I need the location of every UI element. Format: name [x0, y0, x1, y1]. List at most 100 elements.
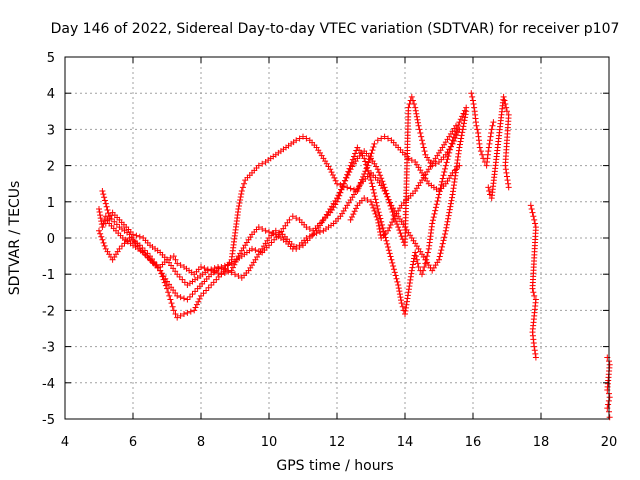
data-point-interp: [415, 119, 422, 126]
data-point-interp: [328, 222, 335, 229]
data-point-interp: [100, 239, 107, 246]
data-point: [96, 206, 102, 213]
data-point-interp: [436, 253, 443, 260]
data-point-interp: [437, 250, 444, 257]
data-point: [368, 177, 374, 184]
data-point: [488, 126, 495, 133]
data-point-interp: [380, 181, 387, 188]
data-point-interp: [149, 259, 156, 266]
x-tick-label: 10: [261, 435, 278, 450]
data-point-interp: [177, 312, 184, 319]
data-point-interp: [387, 202, 394, 209]
data-point-interp: [372, 196, 379, 203]
data-point-interp: [237, 193, 244, 200]
data-point-interp: [358, 197, 365, 204]
data-point-interp: [387, 221, 394, 228]
data-point-interp: [280, 146, 287, 153]
data-point-interp: [246, 172, 253, 179]
data-point: [381, 133, 388, 140]
data-point-interp: [420, 267, 427, 274]
data-point-interp: [485, 144, 492, 151]
data-point: [490, 119, 497, 126]
data-point: [344, 184, 351, 191]
data-point-interp: [332, 197, 339, 204]
data-point-interp: [504, 177, 511, 184]
data-point-interp: [369, 147, 376, 154]
data-point-interp: [259, 160, 266, 167]
data-point-interp: [371, 193, 378, 200]
data-point: [398, 300, 405, 307]
data-point-interp: [530, 339, 537, 346]
data-point: [170, 307, 177, 314]
data-point-interp: [325, 208, 332, 215]
data-point-interp: [441, 234, 448, 241]
data-point: [262, 227, 269, 234]
data-point-interp: [311, 230, 318, 237]
data-point-interp: [177, 262, 184, 269]
data-point: [442, 162, 449, 169]
data-point-interp: [424, 249, 431, 256]
data-point-interp: [436, 188, 443, 195]
data-point-interp: [384, 193, 391, 200]
data-point-interp: [391, 269, 398, 276]
data-point-interp: [419, 140, 426, 147]
y-tick-label: 5: [47, 51, 55, 66]
data-point-interp: [417, 167, 424, 174]
data-point-interp: [188, 269, 195, 276]
data-point-interp: [290, 243, 297, 250]
data-point-interp: [201, 265, 208, 272]
data-point-interp: [443, 221, 450, 228]
data-point-interp: [344, 172, 351, 179]
data-point-interp: [325, 163, 332, 170]
data-point: [395, 224, 402, 231]
data-point-interp: [432, 204, 439, 211]
data-point-interp: [383, 190, 390, 197]
data-point: [340, 180, 347, 187]
data-point: [300, 133, 306, 140]
data-point-interp: [342, 177, 349, 184]
data-point: [174, 260, 181, 267]
data-point-interp: [410, 258, 417, 265]
data-point-interp: [372, 174, 379, 181]
data-point-interp: [382, 230, 389, 237]
y-tick-label: -4: [42, 377, 55, 392]
y-tick-label: -3: [42, 341, 55, 356]
data-point-interp: [208, 266, 215, 273]
data-point-interp: [356, 183, 363, 190]
data-point-interp: [408, 157, 415, 164]
data-point-interp: [120, 221, 127, 228]
data-point-interp: [139, 248, 146, 255]
data-point-interp: [141, 251, 148, 258]
data-point: [167, 296, 174, 303]
data-point-interp: [172, 311, 179, 318]
data-point-interp: [434, 259, 441, 266]
data-point-interp: [111, 218, 118, 225]
data-point-interp: [460, 110, 467, 117]
data-point-interp: [486, 187, 493, 194]
data-point-interp: [390, 263, 397, 270]
data-point-interp: [447, 203, 454, 210]
data-point-interp: [437, 147, 444, 154]
data-point-interp: [266, 228, 272, 235]
data-point-interp: [387, 253, 394, 260]
data-point-interp: [328, 169, 335, 176]
data-point-interp: [377, 215, 384, 222]
data-point-interp: [390, 266, 397, 273]
x-tick-label: 4: [61, 435, 69, 450]
data-point-interp: [389, 259, 396, 266]
data-point-interp: [452, 135, 459, 142]
data-point-interp: [435, 194, 442, 201]
data-point-interp: [472, 119, 479, 126]
data-point: [347, 216, 354, 223]
data-point-interp: [241, 180, 248, 187]
data-point-interp: [379, 178, 386, 185]
data-point-interp: [99, 236, 106, 243]
data-point-interp: [229, 264, 236, 271]
data-point-interp: [362, 175, 369, 182]
data-point-interp: [301, 221, 308, 228]
data-point-interp: [461, 107, 468, 114]
data-point-interp: [417, 179, 424, 186]
data-point: [99, 224, 106, 231]
data-point-interp: [370, 143, 377, 150]
